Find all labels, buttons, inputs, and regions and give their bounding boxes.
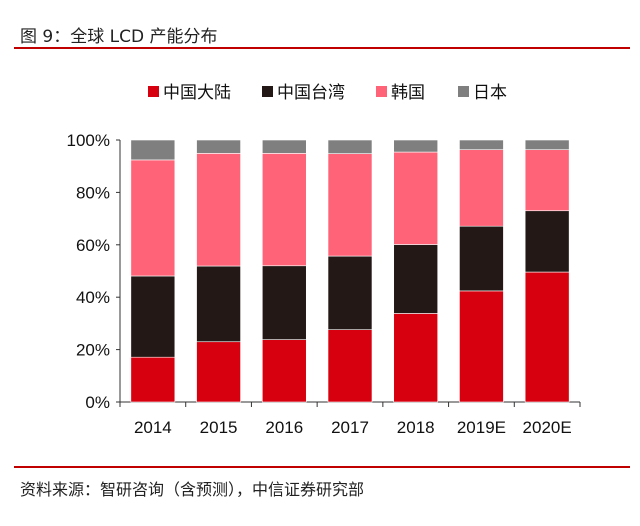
y-tick-label: 20% (76, 341, 110, 360)
bar-segment-2014-日本 (130, 139, 176, 161)
legend-label: 韩国 (391, 83, 425, 102)
bar-segment-2018-中国台湾 (393, 244, 439, 314)
bar-segment-2018-韩国 (393, 151, 439, 245)
bar-segment-2018-日本 (393, 139, 439, 153)
bar-segment-2017-韩国 (327, 153, 373, 257)
bar-segment-2015-日本 (196, 139, 241, 154)
bar-segment-2016-日本 (261, 139, 307, 154)
legend-swatch-韩国 (376, 86, 387, 97)
bar-segment-2016-中国大陆 (261, 339, 307, 403)
bar-segment-2019E-中国大陆 (459, 290, 504, 403)
bar-segment-2019E-日本 (459, 139, 504, 150)
x-tick-label: 2015 (200, 418, 238, 437)
bar-segment-2019E-韩国 (459, 149, 504, 227)
bar-segment-2014-中国大陆 (130, 356, 176, 403)
y-tick-label: 0% (85, 393, 110, 412)
legend-label: 中国大陆 (163, 83, 231, 102)
bar-segment-2016-中国台湾 (261, 265, 307, 340)
legend-label: 日本 (473, 83, 507, 102)
y-tick-label: 100% (67, 131, 110, 150)
y-tick-label: 80% (76, 183, 110, 202)
bar-segment-2019E-中国台湾 (459, 225, 504, 292)
bar-segment-2015-韩国 (196, 153, 241, 267)
bar-segment-2017-中国台湾 (327, 255, 373, 330)
x-tick-label: 2014 (134, 418, 172, 437)
bar-segment-2018-中国大陆 (393, 313, 439, 403)
y-tick-label: 60% (76, 236, 110, 255)
x-tick-label: 2017 (331, 418, 369, 437)
x-tick-label: 2020E (523, 418, 572, 437)
bar-segment-2017-日本 (327, 139, 373, 154)
legend-swatch-日本 (458, 86, 469, 97)
bar-segment-2020E-韩国 (524, 149, 570, 212)
stacked-bar-chart: 0% 20% 40% 60% 80% 100% 2014 2015 2016 2017 2018 20… (67, 83, 581, 437)
x-tick-label: 2016 (265, 418, 303, 437)
figure-title: 图 9：全球 LCD 产能分布 (20, 27, 218, 47)
legend-label: 中国台湾 (277, 83, 345, 102)
title-rule (14, 47, 630, 49)
y-tick-label: 40% (76, 288, 110, 307)
source-note: 资料来源：智研咨询（含预测），中信证券研究部 (20, 480, 365, 499)
x-tick-label: 2019E (457, 418, 506, 437)
x-tick-label: 2018 (397, 418, 435, 437)
bar-segment-2014-韩国 (130, 159, 176, 277)
source-rule (14, 466, 630, 468)
bar-segment-2014-中国台湾 (130, 275, 176, 358)
bar-segment-2020E-中国大陆 (524, 271, 570, 403)
bar-segment-2020E-中国台湾 (524, 210, 570, 273)
bar-segment-2017-中国大陆 (327, 329, 373, 403)
legend-swatch-中国大陆 (148, 86, 159, 97)
bar-segment-2015-中国台湾 (196, 265, 241, 343)
legend-swatch-中国台湾 (262, 86, 273, 97)
bar-segment-2020E-日本 (524, 139, 570, 150)
bar-segment-2015-中国大陆 (196, 341, 241, 403)
bar-segment-2016-韩国 (261, 153, 307, 267)
